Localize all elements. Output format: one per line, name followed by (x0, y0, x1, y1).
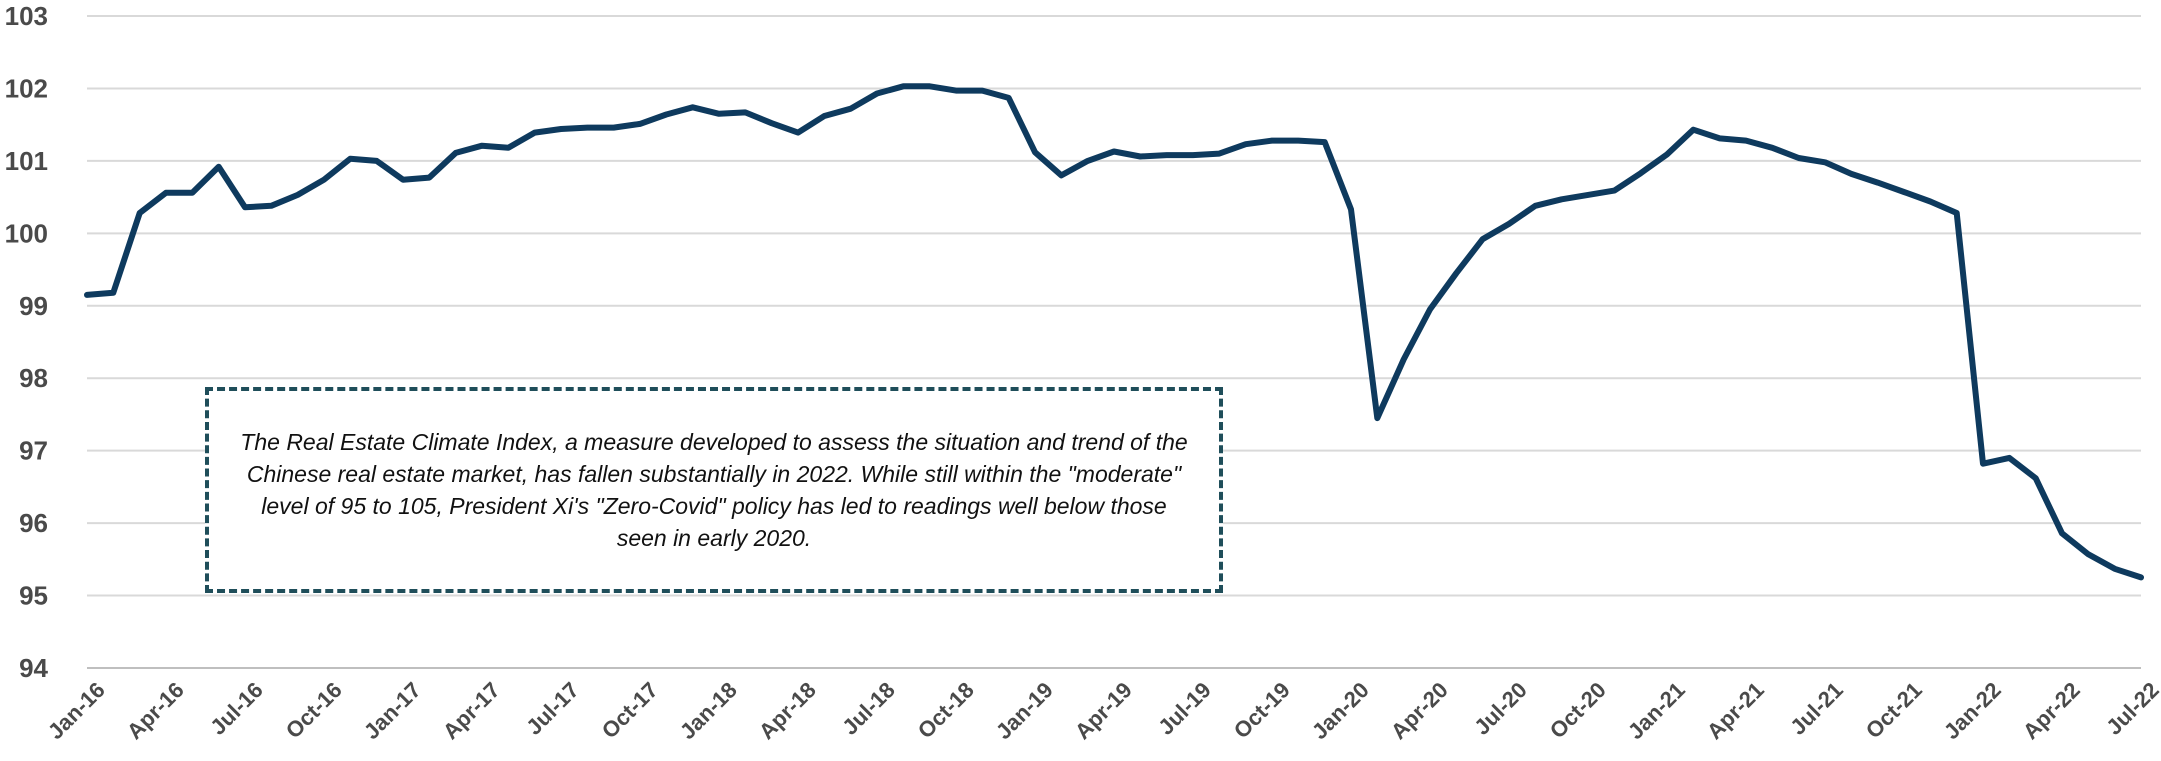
x-tick-label-jan-16: Jan-16 (43, 677, 110, 744)
x-tick-label-apr-21: Apr-21 (1702, 677, 1769, 744)
x-tick-label-apr-18: Apr-18 (754, 677, 821, 744)
y-tick-label-98: 98 (19, 363, 48, 393)
y-tick-label-94: 94 (19, 653, 48, 683)
x-tick-label-oct-16: Oct-16 (281, 677, 347, 743)
y-tick-label-102: 102 (5, 73, 48, 103)
y-tick-label-101: 101 (5, 146, 48, 176)
annotation-box: The Real Estate Climate Index, a measure… (205, 387, 1223, 593)
y-tick-label-95: 95 (19, 581, 48, 611)
x-tick-label-jul-18: Jul-18 (837, 677, 900, 740)
x-tick-label-jan-20: Jan-20 (1307, 677, 1374, 744)
y-tick-label-99: 99 (19, 291, 48, 321)
x-tick-label-apr-17: Apr-17 (438, 677, 505, 744)
x-tick-label-apr-16: Apr-16 (122, 677, 189, 744)
x-tick-label-oct-19: Oct-19 (1229, 677, 1295, 743)
x-tick-label-jul-20: Jul-20 (1469, 677, 1532, 740)
x-tick-label-oct-17: Oct-17 (597, 677, 663, 743)
x-tick-label-jul-19: Jul-19 (1153, 677, 1216, 740)
x-tick-label-jul-17: Jul-17 (521, 677, 584, 740)
x-tick-label-jan-19: Jan-19 (991, 677, 1058, 744)
x-tick-label-apr-20: Apr-20 (1386, 677, 1453, 744)
y-tick-label-97: 97 (19, 436, 48, 466)
x-tick-label-jul-16: Jul-16 (205, 677, 268, 740)
series-line-0 (84, 83, 2144, 581)
x-tick-label-oct-20: Oct-20 (1545, 677, 1611, 743)
x-tick-label-jul-21: Jul-21 (1785, 677, 1848, 740)
x-tick-label-jan-21: Jan-21 (1623, 677, 1690, 744)
y-axis-ticks: 94 95 96 97 98 99 100 101 102 103 (5, 1, 49, 683)
x-tick-label-jan-18: Jan-18 (675, 677, 742, 744)
x-tick-label-jan-22: Jan-22 (1939, 677, 2006, 744)
x-tick-label-apr-19: Apr-19 (1070, 677, 1137, 744)
y-tick-label-96: 96 (19, 508, 48, 538)
x-tick-label-jul-22: Jul-22 (2101, 677, 2161, 740)
series-layer (84, 83, 2144, 581)
x-tick-label-jan-17: Jan-17 (359, 677, 426, 744)
x-axis-ticks: Jan-16 Apr-16 Jul-16 Oct-16 Jan-17 Apr-17 Jul-… (43, 677, 2161, 744)
y-tick-label-103: 103 (5, 1, 48, 31)
x-tick-label-oct-21: Oct-21 (1861, 677, 1927, 743)
y-tick-label-100: 100 (5, 218, 48, 248)
annotation-text: The Real Estate Climate Index, a measure… (240, 429, 1188, 551)
x-tick-label-apr-22: Apr-22 (2018, 677, 2085, 744)
x-tick-label-oct-18: Oct-18 (913, 677, 979, 743)
